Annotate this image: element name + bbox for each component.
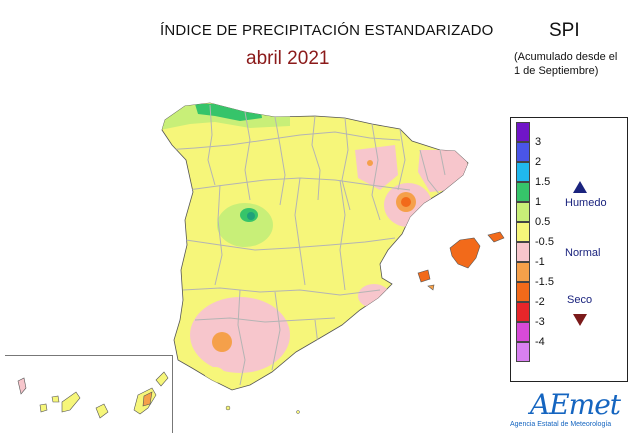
legend-swatch [516, 242, 530, 262]
aemet-logo: AEmet [530, 388, 621, 421]
zone-central-core [247, 212, 255, 220]
legend-humid: Humedo [565, 197, 607, 209]
index-note-line2: 1 de Septiembre) [514, 65, 599, 77]
zone-central-light-green [217, 203, 273, 247]
index-name: SPI [549, 20, 580, 41]
legend-normal: Normal [565, 247, 601, 259]
legend-swatch [516, 262, 530, 282]
legend-swatch [516, 342, 530, 362]
map-period: abril 2021 [246, 48, 330, 69]
island-el-hierro [39, 403, 48, 413]
legend-tick-label: -3 [535, 316, 545, 328]
ceuta-dot [225, 405, 231, 411]
island-lanzarote [155, 371, 169, 387]
legend-tick-label: 3 [535, 136, 542, 148]
canary-islands [17, 371, 169, 419]
island-la-palma [17, 377, 27, 395]
index-note: (Acumulado desde el 1 de Septiembre) [514, 50, 636, 78]
dry-arrow-icon [573, 314, 587, 326]
zone-andalusia-orange [212, 332, 232, 352]
legend-tick-label: -2 [535, 296, 545, 308]
aemet-logo-subtitle: Agencia Estatal de Meteorología [510, 421, 612, 428]
legend-tick-label: -0.5 [535, 236, 554, 248]
legend-tick-label: -4 [535, 336, 545, 348]
island-mallorca [449, 237, 481, 269]
legend-swatch [516, 222, 530, 242]
legend-swatch [516, 162, 530, 182]
island-gran-canaria [95, 403, 109, 419]
index-note-line1: (Acumulado desde el [514, 51, 618, 63]
legend-swatch [516, 322, 530, 342]
island-formentera [427, 284, 435, 291]
melilla-dot [296, 410, 300, 414]
province-boundaries [164, 104, 446, 386]
island-fuerteventura-dry [142, 391, 153, 407]
legend-swatch [516, 282, 530, 302]
island-ibiza [417, 269, 431, 283]
zone-cadiz-yellow [205, 367, 225, 383]
legend-tick-label: -1 [535, 256, 545, 268]
legend-swatch [516, 182, 530, 202]
humid-arrow-icon [573, 181, 587, 193]
zone-ebro-orange [367, 160, 373, 166]
zone-murcia-pink [358, 284, 390, 308]
island-tenerife [61, 391, 81, 413]
legend-tick-label: 0.5 [535, 216, 551, 228]
legend-tick-label: 2 [535, 156, 542, 168]
map-title: ÍNDICE DE PRECIPITACIÓN ESTANDARIZADO [160, 22, 494, 39]
legend-swatch [516, 122, 530, 142]
legend-dry: Seco [567, 294, 593, 306]
legend: Humedo Normal Seco 3 2 1.5 1 0.5 -0.5 -1 -1.5 -2… [510, 117, 628, 382]
legend-swatch [516, 302, 530, 322]
island-la-gomera [51, 395, 60, 403]
legend-tick-label: -1.5 [535, 276, 554, 288]
legend-tick-label: 1 [535, 196, 542, 208]
legend-swatch [516, 142, 530, 162]
legend-swatch [516, 202, 530, 222]
zone-valencia-core [401, 197, 411, 207]
island-menorca [487, 231, 505, 243]
legend-tick-label: 1.5 [535, 176, 551, 188]
